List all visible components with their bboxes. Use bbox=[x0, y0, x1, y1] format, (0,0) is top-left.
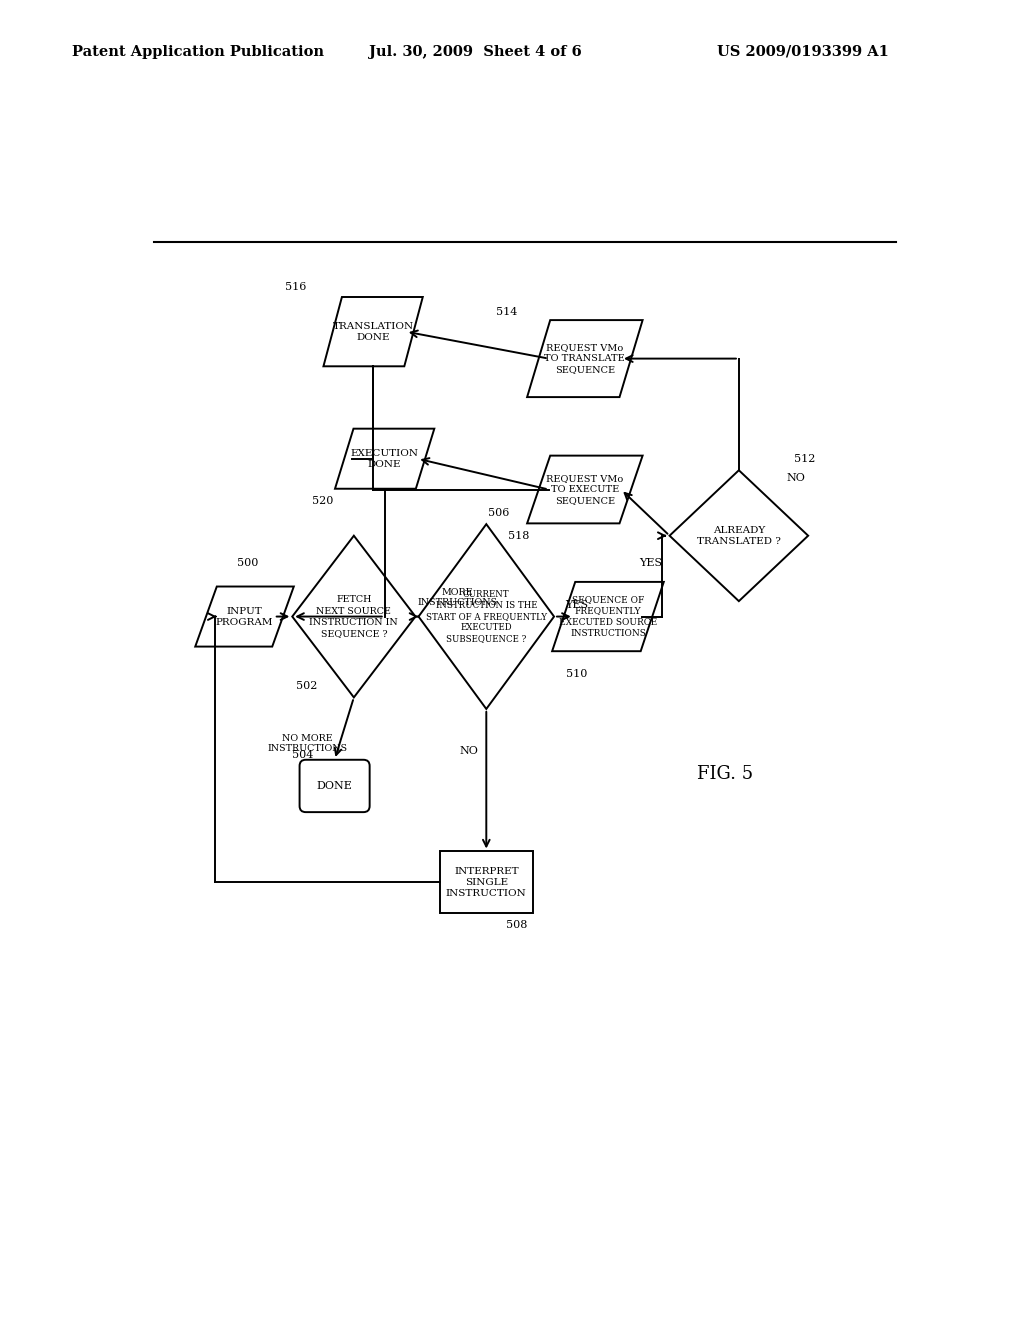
Text: INTERPRET
SINGLE
INSTRUCTION: INTERPRET SINGLE INSTRUCTION bbox=[445, 867, 526, 898]
Text: DONE: DONE bbox=[316, 781, 352, 791]
Text: REQUEST VMo
TO EXECUTE
SEQUENCE: REQUEST VMo TO EXECUTE SEQUENCE bbox=[546, 474, 624, 506]
Text: 504: 504 bbox=[292, 750, 313, 760]
Text: MORE
INSTRUCTIONS: MORE INSTRUCTIONS bbox=[418, 587, 498, 607]
Text: NO: NO bbox=[786, 473, 806, 483]
Text: EXECUTION
DONE: EXECUTION DONE bbox=[350, 449, 419, 469]
Text: 518: 518 bbox=[508, 531, 529, 541]
Text: 508: 508 bbox=[506, 920, 527, 929]
Text: YES: YES bbox=[565, 601, 589, 610]
Text: 512: 512 bbox=[795, 454, 816, 463]
Text: ALREADY
TRANSLATED ?: ALREADY TRANSLATED ? bbox=[697, 525, 780, 545]
Text: Patent Application Publication: Patent Application Publication bbox=[72, 45, 324, 59]
Text: FETCH
NEXT SOURCE
INSTRUCTION IN
SEQUENCE ?: FETCH NEXT SOURCE INSTRUCTION IN SEQUENC… bbox=[309, 595, 398, 638]
Text: NO: NO bbox=[460, 746, 479, 756]
Text: Jul. 30, 2009  Sheet 4 of 6: Jul. 30, 2009 Sheet 4 of 6 bbox=[369, 45, 582, 59]
Text: 500: 500 bbox=[237, 557, 258, 568]
Text: US 2009/0193399 A1: US 2009/0193399 A1 bbox=[717, 45, 889, 59]
Text: FIG. 5: FIG. 5 bbox=[696, 766, 753, 783]
Text: NO MORE
INSTRUCTIONS: NO MORE INSTRUCTIONS bbox=[267, 734, 348, 754]
Text: REQUEST VMo
TO TRANSLATE
SEQUENCE: REQUEST VMo TO TRANSLATE SEQUENCE bbox=[545, 343, 626, 374]
Text: INPUT
PROGRAM: INPUT PROGRAM bbox=[216, 606, 273, 627]
Text: 506: 506 bbox=[487, 508, 509, 517]
Text: 502: 502 bbox=[296, 681, 317, 690]
Text: CURRENT
INSTRUCTION IS THE
START OF A FREQUENTLY
EXECUTED
SUBSEQUENCE ?: CURRENT INSTRUCTION IS THE START OF A FR… bbox=[426, 590, 547, 643]
Text: TRANSLATION
DONE: TRANSLATION DONE bbox=[333, 322, 414, 342]
Text: 516: 516 bbox=[285, 282, 306, 292]
Text: SEQUENCE OF
FREQUENTLY
EXECUTED SOURCE
INSTRUCTIONS: SEQUENCE OF FREQUENTLY EXECUTED SOURCE I… bbox=[559, 595, 657, 638]
Text: 510: 510 bbox=[565, 669, 587, 680]
Bar bbox=[440, 851, 532, 913]
Text: YES: YES bbox=[639, 557, 662, 568]
Text: 520: 520 bbox=[311, 496, 333, 506]
Text: 514: 514 bbox=[497, 308, 518, 317]
